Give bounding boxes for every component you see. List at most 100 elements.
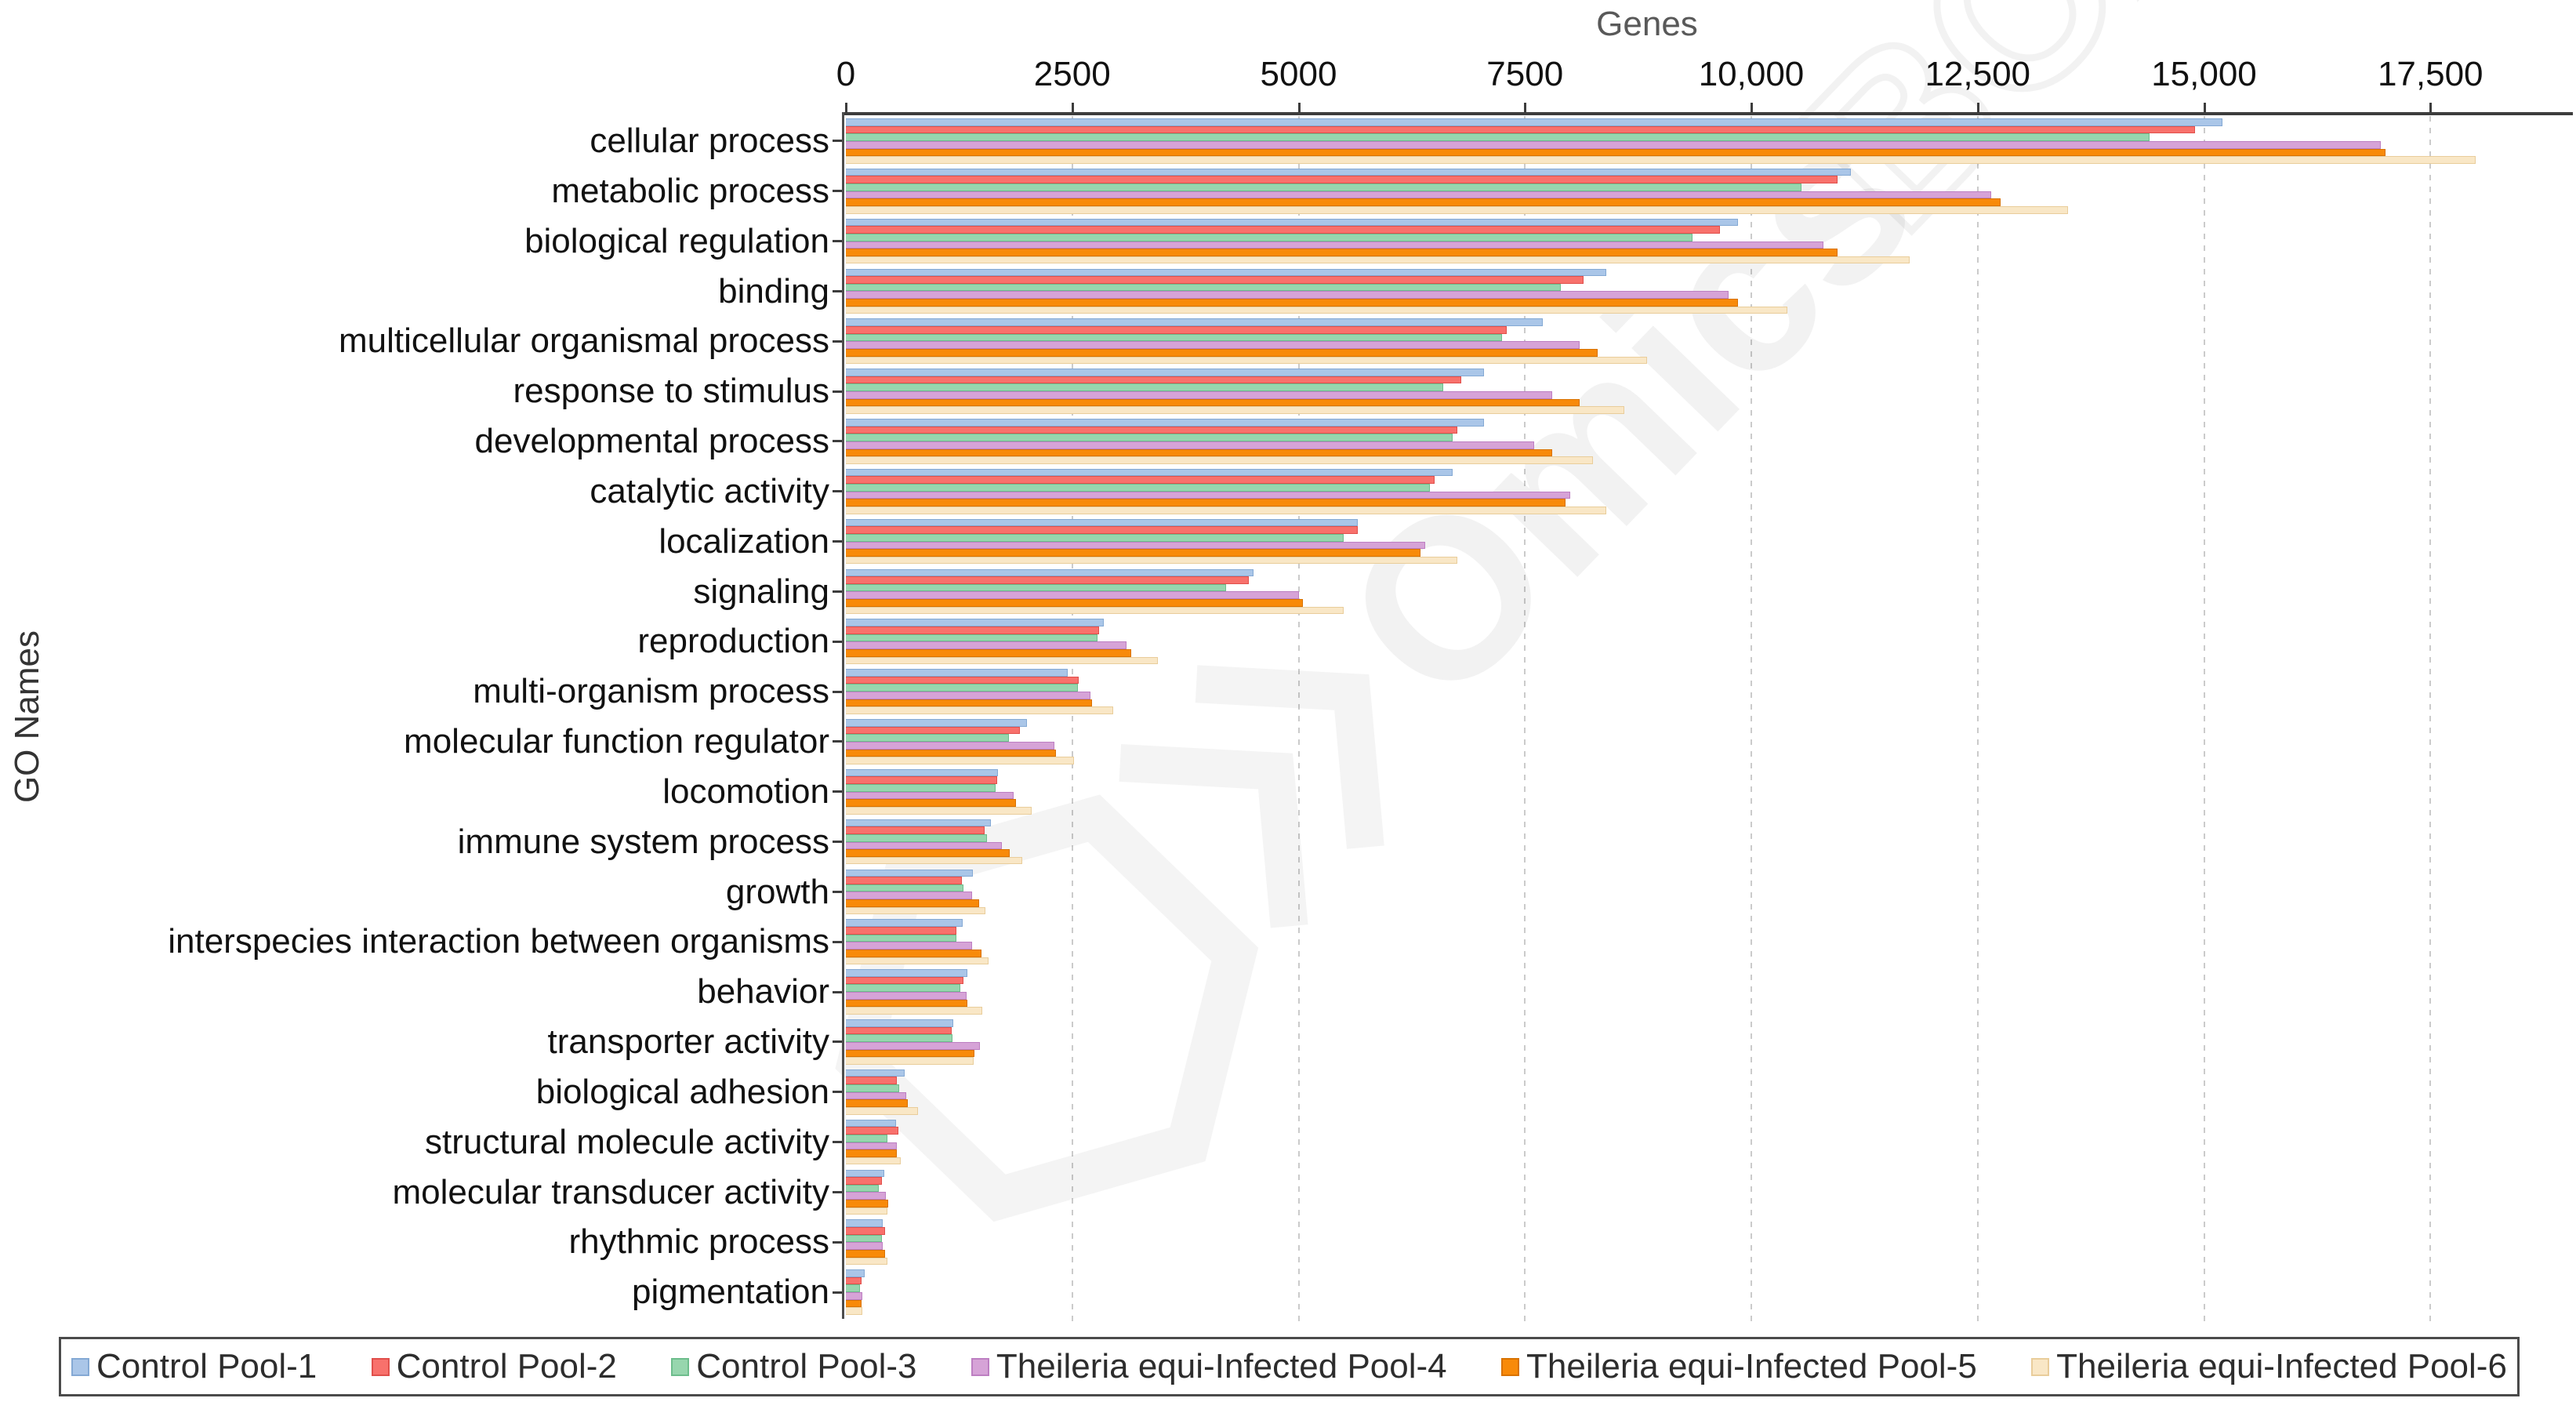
x-tick-label-12500: 12,500 xyxy=(1925,55,2031,93)
bar-theileria-equi-infected-pool-5 xyxy=(846,1049,974,1058)
legend-item-control-pool-2: Control Pool-2 xyxy=(371,1347,617,1386)
bar-theileria-equi-infected-pool-4 xyxy=(846,1242,883,1250)
bar-control-pool-3 xyxy=(846,833,988,842)
bar-theileria-equi-infected-pool-6 xyxy=(846,606,1344,615)
bar-control-pool-1 xyxy=(846,419,1485,427)
bar-control-pool-2 xyxy=(846,976,964,985)
bar-control-pool-3 xyxy=(846,684,1078,692)
bar-theileria-equi-infected-pool-6 xyxy=(846,507,1607,514)
bar-theileria-equi-infected-pool-4 xyxy=(846,391,1552,399)
legend-label: Control Pool-2 xyxy=(396,1347,617,1385)
category-tick xyxy=(833,1141,842,1144)
bar-control-pool-1 xyxy=(846,919,963,927)
bar-control-pool-2 xyxy=(846,226,1720,234)
bar-theileria-equi-infected-pool-5 xyxy=(846,699,1093,707)
y-axis-title-wrap: GO Names xyxy=(8,116,47,1317)
bar-control-pool-3 xyxy=(846,434,1453,441)
bar-control-pool-2 xyxy=(846,576,1249,584)
bar-theileria-equi-infected-pool-5 xyxy=(846,148,2386,157)
bar-theileria-equi-infected-pool-6 xyxy=(846,1257,888,1266)
bar-theileria-equi-infected-pool-6 xyxy=(846,556,1457,565)
bar-theileria-equi-infected-pool-5 xyxy=(846,1249,885,1258)
bar-control-pool-2 xyxy=(846,276,1584,284)
legend-item-control-pool-3: Control Pool-3 xyxy=(671,1347,917,1386)
bar-control-pool-2 xyxy=(846,376,1462,384)
bar-theileria-equi-infected-pool-5 xyxy=(846,899,979,907)
bar-theileria-equi-infected-pool-5 xyxy=(846,849,1010,857)
x-axis-line xyxy=(844,112,2573,115)
x-axis-tick-17500 xyxy=(2429,103,2433,112)
bar-control-pool-2 xyxy=(846,626,1100,634)
category-tick xyxy=(833,390,842,393)
bar-control-pool-2 xyxy=(846,877,962,884)
bar-theileria-equi-infected-pool-5 xyxy=(846,499,1566,507)
bar-control-pool-3 xyxy=(846,333,1503,342)
watermark-chevron-icon xyxy=(1119,743,1308,928)
x-tick-label-5000: 5000 xyxy=(1260,55,1337,93)
x-axis-tick-2500 xyxy=(1071,103,1074,112)
legend: Control Pool-1 Control Pool-2 Control Pool… xyxy=(59,1337,2520,1396)
legend-label: Theileria equi-Infected Pool-4 xyxy=(996,1347,1447,1385)
gridline-7500 xyxy=(1524,116,1526,1327)
bar-theileria-equi-infected-pool-4 xyxy=(846,892,972,900)
x-tick-label-15000: 15,000 xyxy=(2151,55,2257,93)
bar-theileria-equi-infected-pool-4 xyxy=(846,491,1570,499)
category-label: growth xyxy=(725,872,829,911)
bar-theileria-equi-infected-pool-5 xyxy=(846,1200,889,1207)
category-label: developmental process xyxy=(474,422,829,460)
bar-theileria-equi-infected-pool-6 xyxy=(846,706,1113,714)
bar-control-pool-1 xyxy=(846,568,1254,577)
category-label: biological adhesion xyxy=(535,1072,829,1111)
bar-control-pool-1 xyxy=(846,669,1068,677)
x-axis-tick-5000 xyxy=(1297,103,1301,112)
category-label: immune system process xyxy=(457,822,829,861)
x-axis-title: Genes xyxy=(1596,5,1698,43)
category-tick xyxy=(833,240,842,243)
bar-control-pool-2 xyxy=(846,476,1435,485)
bar-control-pool-2 xyxy=(846,1276,862,1285)
category-tick xyxy=(833,340,842,343)
bar-theileria-equi-infected-pool-5 xyxy=(846,348,1598,357)
legend-swatch-icon xyxy=(671,1357,690,1376)
bar-theileria-equi-infected-pool-5 xyxy=(846,448,1552,457)
category-tick xyxy=(833,640,842,643)
bar-control-pool-1 xyxy=(846,869,973,877)
bar-control-pool-1 xyxy=(846,168,1852,176)
bar-control-pool-2 xyxy=(846,1077,897,1085)
bar-theileria-equi-infected-pool-6 xyxy=(846,406,1625,414)
bar-theileria-equi-infected-pool-4 xyxy=(846,741,1054,750)
x-axis-tick-0 xyxy=(845,103,847,112)
bar-control-pool-1 xyxy=(846,1019,954,1027)
bar-theileria-equi-infected-pool-4 xyxy=(846,992,967,1000)
category-tick xyxy=(833,841,842,844)
x-tick-label-2500: 2500 xyxy=(1033,55,1111,93)
bar-theileria-equi-infected-pool-6 xyxy=(846,1057,974,1065)
bar-control-pool-2 xyxy=(846,926,956,935)
category-tick xyxy=(833,890,842,893)
gridline-17500 xyxy=(2429,116,2432,1327)
bar-control-pool-2 xyxy=(846,676,1079,685)
bar-control-pool-3 xyxy=(846,634,1098,642)
bar-theileria-equi-infected-pool-4 xyxy=(846,191,1992,199)
category-tick xyxy=(833,1040,842,1044)
bar-theileria-equi-infected-pool-5 xyxy=(846,299,1738,307)
category-label: multicellular organismal process xyxy=(338,321,829,361)
category-label: reproduction xyxy=(637,622,829,661)
legend-swatch-icon xyxy=(2031,1357,2050,1376)
bar-theileria-equi-infected-pool-5 xyxy=(846,648,1131,657)
x-tick-label-10000: 10,000 xyxy=(1698,55,1805,93)
bar-control-pool-3 xyxy=(846,283,1562,292)
bar-theileria-equi-infected-pool-6 xyxy=(846,856,1023,865)
bar-theileria-equi-infected-pool-6 xyxy=(846,206,2069,214)
category-label: metabolic process xyxy=(551,171,829,210)
watermark-chevron-icon xyxy=(1195,665,1384,849)
y-axis-title: GO Names xyxy=(8,630,46,804)
category-label: structural molecule activity xyxy=(425,1122,829,1161)
bar-control-pool-3 xyxy=(846,1234,883,1243)
legend-swatch-icon xyxy=(371,1357,390,1376)
category-label: molecular function regulator xyxy=(404,722,829,761)
x-axis-tick-15000 xyxy=(2203,103,2206,112)
legend-item-control-pool-1: Control Pool-1 xyxy=(71,1347,317,1386)
